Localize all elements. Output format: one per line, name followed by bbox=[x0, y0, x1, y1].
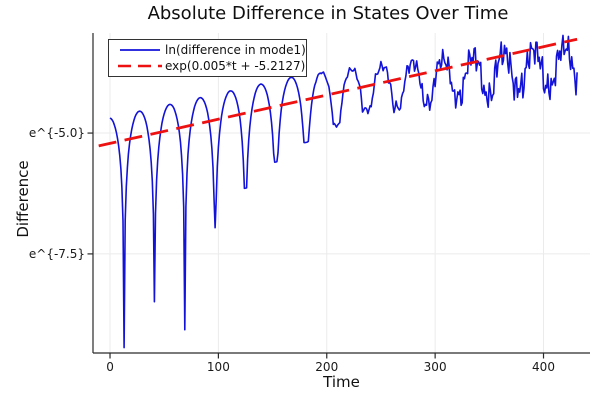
x-tick-label: 0 bbox=[106, 360, 114, 374]
x-tick-label: 400 bbox=[532, 360, 555, 374]
legend-dashed-line-sample bbox=[118, 64, 162, 68]
x-axis-label: Time bbox=[323, 373, 360, 391]
legend-item: ln(difference in mode1) bbox=[116, 42, 306, 58]
legend-label: exp(0.005*t + -5.2127) bbox=[165, 59, 306, 73]
y-tick-label: e^{-7.5} bbox=[29, 247, 85, 261]
x-tick-label: 200 bbox=[315, 360, 338, 374]
legend: ln(difference in mode1) exp(0.005*t + -5… bbox=[108, 39, 307, 77]
chart-title: Absolute Difference in States Over Time bbox=[147, 3, 509, 24]
legend-solid-line-sample bbox=[120, 49, 160, 51]
legend-item: exp(0.005*t + -5.2127) bbox=[116, 58, 306, 74]
x-tick-label: 300 bbox=[424, 360, 447, 374]
y-axis-label: Difference bbox=[14, 160, 32, 238]
legend-label: ln(difference in mode1) bbox=[165, 43, 306, 57]
x-tick-label: 100 bbox=[207, 360, 230, 374]
y-tick-label: e^{-5.0} bbox=[29, 126, 85, 140]
series-line-0 bbox=[109, 34, 578, 349]
series-line-1 bbox=[98, 37, 578, 148]
